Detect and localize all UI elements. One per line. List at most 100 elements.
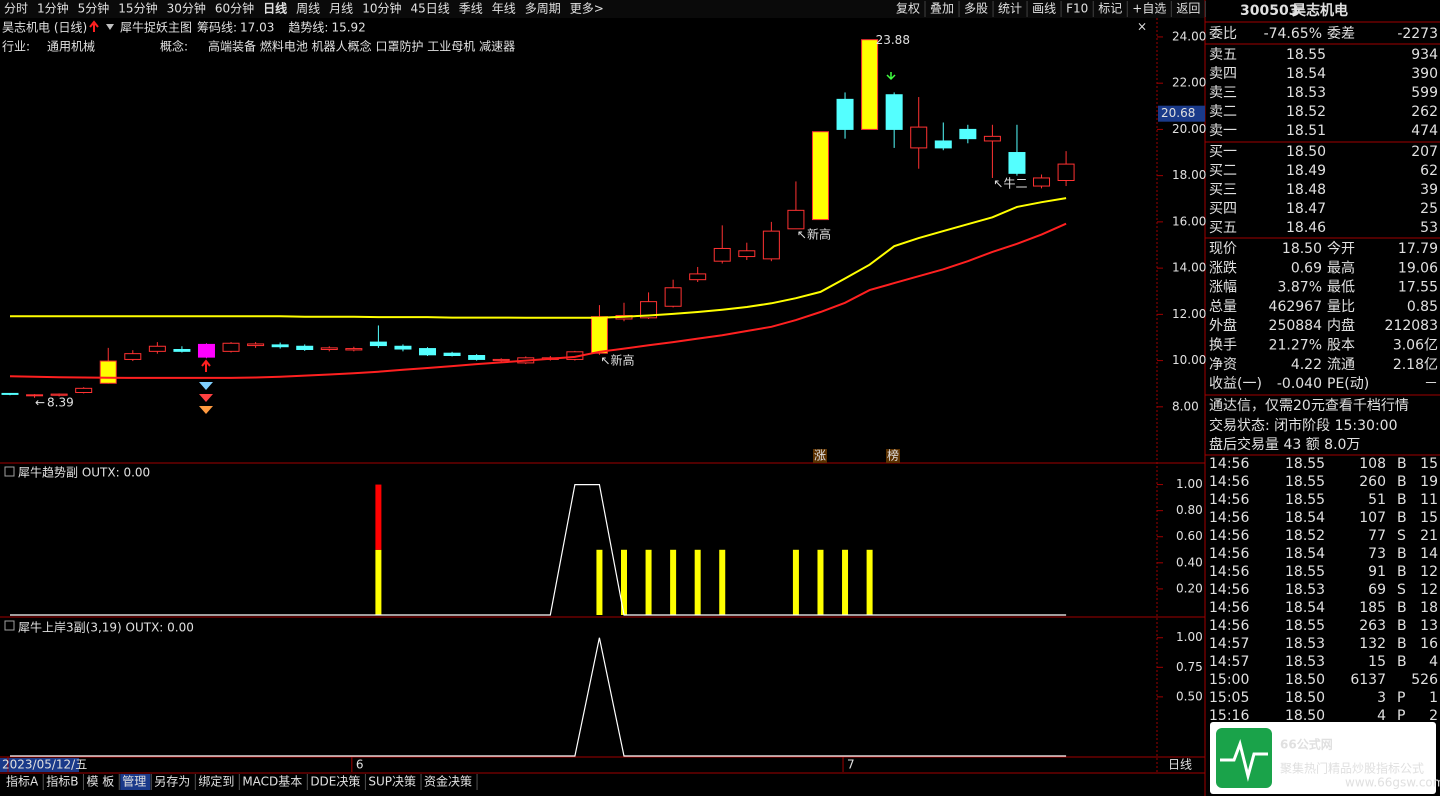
bottom-tab[interactable]: SUP决策 [368, 775, 416, 789]
y-tick-label: 1.00 [1176, 630, 1203, 644]
period-tab[interactable]: 10分钟 [362, 1, 401, 16]
period-tab[interactable]: 30分钟 [167, 1, 206, 16]
period-tab[interactable]: 日线 [263, 1, 287, 16]
tick-volume: 69 [1368, 582, 1386, 598]
tick-volume: 51 [1368, 492, 1386, 508]
bottom-tab[interactable]: 资金决策 [424, 774, 472, 789]
concept-label: 概念: [160, 39, 188, 54]
tick-price: 18.55 [1285, 564, 1325, 580]
tick-time: 14:56 [1209, 492, 1249, 508]
period-tab[interactable]: 分时 [4, 2, 28, 16]
bottom-tab[interactable]: 指标A [6, 774, 39, 789]
tick-time: 14:56 [1209, 474, 1249, 490]
toolbar-button[interactable]: F10 [1066, 2, 1088, 16]
watermark-pulse [1220, 738, 1268, 782]
toolbar-button[interactable]: 复权 [896, 2, 920, 16]
period-tab[interactable]: 60分钟 [215, 1, 254, 16]
tick-flag: B [1397, 474, 1407, 490]
stat-label: 总量 [1209, 299, 1237, 315]
candle-body [75, 387, 93, 393]
book-volume: 53 [1420, 220, 1438, 236]
period-tab[interactable]: 15分钟 [118, 1, 157, 16]
tick-price: 18.52 [1285, 528, 1325, 544]
candle-body [811, 131, 829, 221]
stat-value: 0.69 [1291, 260, 1322, 276]
candle-body [910, 126, 928, 149]
bottom-tab[interactable]: DDE决策 [310, 775, 360, 789]
annotation: ↖新高 [797, 226, 831, 241]
toolbar-button[interactable]: 标记 [1098, 2, 1122, 16]
badge-bg [886, 449, 900, 463]
stat-value: -0.040 [1277, 376, 1322, 392]
toolbar-button[interactable]: 多股 [964, 2, 988, 16]
pane-icon [4, 620, 15, 631]
tick-count: 12 [1420, 564, 1438, 580]
tick-count: 4 [1429, 654, 1438, 670]
stat-label: PE(动) [1327, 376, 1369, 392]
stat-value: 17.55 [1398, 280, 1438, 296]
bottom-tab[interactable]: MACD基本 [242, 775, 302, 789]
tick-flag: S [1397, 582, 1406, 598]
period-tab[interactable]: 1分钟 [37, 1, 69, 16]
tick-volume: 263 [1359, 618, 1386, 634]
stat-value: 4.22 [1291, 357, 1322, 373]
legend-value: 17.03 [240, 21, 274, 35]
watermark-logo: 66公式网 [1280, 737, 1333, 752]
candle-body [1, 392, 19, 395]
tick-count: 2 [1429, 708, 1438, 724]
toolbar-button[interactable]: 返回 [1176, 2, 1200, 16]
y-tick-label: 0.50 [1176, 689, 1203, 703]
toolbar-button[interactable]: 画线 [1032, 2, 1056, 16]
stock-name: 昊志机电 [1292, 2, 1348, 19]
bottom-tab[interactable]: 绑定到 [198, 774, 234, 789]
active-tab-bg [120, 774, 151, 790]
book-label: 卖四 [1209, 66, 1237, 82]
period-tab[interactable]: 月线 [329, 2, 353, 16]
tick-time: 14:56 [1209, 582, 1249, 598]
close-icon[interactable]: × [1137, 20, 1147, 34]
date-highlight [0, 758, 79, 772]
tick-volume: 108 [1359, 456, 1386, 472]
book-label: 买三 [1209, 182, 1237, 198]
book-volume: 25 [1420, 201, 1438, 217]
notice[interactable]: 通达信，仅需20元查看千档行情 [1209, 398, 1409, 414]
y-tick-label: 0.80 [1176, 503, 1203, 517]
toolbar-button[interactable]: +自选 [1132, 2, 1166, 16]
period-tab[interactable]: 更多> [570, 2, 604, 16]
tick-count: 11 [1420, 492, 1438, 508]
toolbar-button[interactable]: 叠加 [930, 2, 954, 16]
tick-count: 21 [1420, 528, 1438, 544]
period-tab[interactable]: 季线 [459, 2, 483, 16]
bottom-tab[interactable]: 模 板 [86, 775, 114, 789]
bottom-tab[interactable]: 另存为 [154, 775, 190, 789]
tick-time: 14:56 [1209, 528, 1249, 544]
book-volume: 934 [1411, 47, 1438, 63]
tick-time: 14:57 [1209, 636, 1249, 652]
period-tab[interactable]: 45日线 [410, 2, 449, 16]
candle-body [787, 209, 805, 230]
stat-label: 最低 [1327, 280, 1355, 296]
bottom-tab[interactable]: 管理 [122, 774, 146, 789]
bar [866, 549, 873, 615]
toolbar-button[interactable]: 统计 [998, 2, 1022, 16]
stat-label: 内盘 [1327, 317, 1355, 334]
tick-volume: 4 [1377, 708, 1386, 724]
legend-name: 筹码线: [197, 21, 237, 35]
period-tab[interactable]: 周线 [296, 2, 320, 16]
tick-volume: 15 [1368, 654, 1386, 670]
candle-body [713, 247, 731, 262]
tick-price: 18.53 [1285, 654, 1325, 670]
period-tab[interactable]: 5分钟 [78, 1, 110, 16]
book-price: 18.55 [1286, 47, 1326, 63]
tick-price: 18.50 [1285, 708, 1325, 724]
industry-label: 行业: [2, 40, 30, 54]
bottom-tab[interactable]: 指标B [46, 774, 78, 789]
tick-volume: 91 [1368, 564, 1386, 580]
x-tick-label: 6 [356, 758, 364, 772]
period-tab[interactable]: 多周期 [525, 2, 561, 16]
book-price: 18.52 [1286, 104, 1326, 120]
industry: 通用机械 [47, 39, 95, 54]
signal-line [10, 637, 1067, 757]
period-tab[interactable]: 年线 [492, 2, 516, 16]
